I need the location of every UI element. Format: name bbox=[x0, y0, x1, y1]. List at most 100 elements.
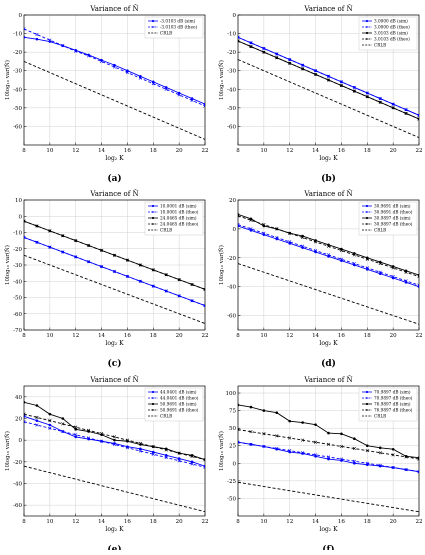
series-point bbox=[238, 440, 240, 444]
y-axis-label: 10log₁₀ var(N̂) bbox=[218, 60, 225, 100]
y-tick-label: -20 bbox=[13, 247, 22, 253]
x-tick-label: 8 bbox=[236, 148, 240, 154]
y-tick-label: 0 bbox=[19, 438, 23, 444]
series-point bbox=[378, 446, 382, 450]
y-tick-label: -20 bbox=[13, 460, 22, 466]
legend-entry: 44.0401 dB (sim) bbox=[160, 390, 197, 395]
legend-marker bbox=[151, 222, 155, 226]
series-point bbox=[190, 462, 194, 466]
series-point bbox=[326, 244, 331, 248]
series-point bbox=[391, 274, 395, 279]
legend-entry: CRLB bbox=[160, 414, 172, 419]
series-point bbox=[404, 108, 408, 112]
y-tick-label: 40 bbox=[15, 395, 22, 401]
series-point bbox=[314, 423, 317, 426]
legend-marker bbox=[365, 204, 369, 208]
series-point bbox=[365, 91, 369, 95]
x-tick-label: 20 bbox=[176, 519, 183, 525]
legend-entry: 70.9897 dB (sim) bbox=[374, 390, 411, 395]
y-tick-label: -30 bbox=[227, 69, 236, 75]
y-tick-label: 0 bbox=[233, 227, 237, 233]
series-point bbox=[87, 428, 91, 433]
x-tick-label: 20 bbox=[390, 519, 397, 525]
series-line bbox=[24, 413, 205, 461]
series-point bbox=[35, 32, 39, 37]
series-point bbox=[35, 423, 39, 427]
series-point bbox=[35, 224, 39, 228]
x-axis-label: log₂ K bbox=[319, 155, 338, 162]
series-point bbox=[249, 442, 253, 446]
series-point bbox=[125, 70, 130, 75]
series-point bbox=[190, 460, 194, 464]
series-point bbox=[74, 435, 78, 439]
series-point bbox=[139, 74, 142, 78]
series-point bbox=[339, 444, 344, 449]
series-point bbox=[288, 57, 292, 62]
x-tick-label: 12 bbox=[286, 148, 293, 154]
series-point bbox=[24, 400, 26, 404]
plot-area bbox=[23, 385, 206, 517]
series-point bbox=[262, 409, 266, 412]
x-tick-label: 8 bbox=[236, 519, 240, 525]
series-point bbox=[177, 294, 181, 298]
series-point bbox=[339, 257, 344, 261]
legend-entry: -3.0103 dB (sim) bbox=[160, 19, 196, 24]
y-tick-label: -60 bbox=[13, 503, 22, 509]
legend-marker bbox=[365, 390, 369, 394]
x-tick-label: 18 bbox=[150, 333, 157, 339]
series-point bbox=[404, 270, 408, 274]
y-tick-label: -50 bbox=[13, 296, 22, 302]
series-point bbox=[352, 459, 356, 463]
series-point bbox=[378, 451, 382, 455]
series-line bbox=[238, 481, 419, 513]
series-point bbox=[365, 266, 369, 270]
legend-entry: CRLB bbox=[160, 228, 172, 233]
series-point bbox=[24, 27, 26, 31]
series-point bbox=[24, 35, 26, 39]
series-line bbox=[238, 36, 419, 116]
series-point bbox=[340, 432, 343, 436]
legend-entry: 3.0103 dB (theo) bbox=[374, 37, 410, 42]
series-point bbox=[275, 227, 279, 231]
series-point bbox=[139, 447, 142, 451]
x-axis-label: log₂ K bbox=[105, 155, 124, 162]
series-point bbox=[87, 243, 91, 248]
series-point bbox=[203, 104, 205, 108]
series-line bbox=[24, 28, 205, 107]
series-line bbox=[238, 263, 419, 325]
series-point bbox=[301, 67, 305, 71]
series-point bbox=[249, 430, 253, 434]
series-point bbox=[203, 304, 205, 308]
series-point bbox=[164, 86, 168, 89]
y-tick-label: -25 bbox=[227, 479, 236, 485]
series-point bbox=[326, 74, 331, 78]
x-tick-label: 18 bbox=[150, 148, 157, 154]
legend: 44.0401 dB (sim)44.0401 dB (theo)50.9691… bbox=[144, 387, 204, 422]
series-point bbox=[339, 80, 344, 84]
series-point bbox=[48, 423, 52, 427]
series-point bbox=[238, 403, 240, 407]
x-tick-label: 20 bbox=[176, 148, 183, 154]
series-line bbox=[24, 421, 205, 468]
series-point bbox=[48, 245, 52, 249]
x-tick-label: 22 bbox=[416, 519, 423, 525]
chart-title: Variance of N̂ bbox=[89, 5, 138, 13]
legend-marker bbox=[365, 396, 369, 400]
series-group bbox=[238, 213, 419, 325]
legend-marker bbox=[151, 390, 155, 394]
x-tick-label: 10 bbox=[46, 333, 53, 339]
chart-title: Variance of N̂ bbox=[89, 190, 138, 198]
series-point bbox=[275, 447, 279, 451]
series-point bbox=[275, 56, 279, 60]
series-point bbox=[313, 440, 318, 444]
series-point bbox=[288, 240, 292, 244]
series-point bbox=[275, 434, 279, 438]
series-point bbox=[404, 111, 408, 116]
series-point bbox=[301, 438, 305, 442]
x-tick-label: 12 bbox=[286, 519, 293, 525]
series-point bbox=[275, 52, 279, 56]
series-point bbox=[417, 457, 419, 461]
series-point bbox=[138, 279, 142, 283]
legend-box bbox=[144, 16, 204, 39]
